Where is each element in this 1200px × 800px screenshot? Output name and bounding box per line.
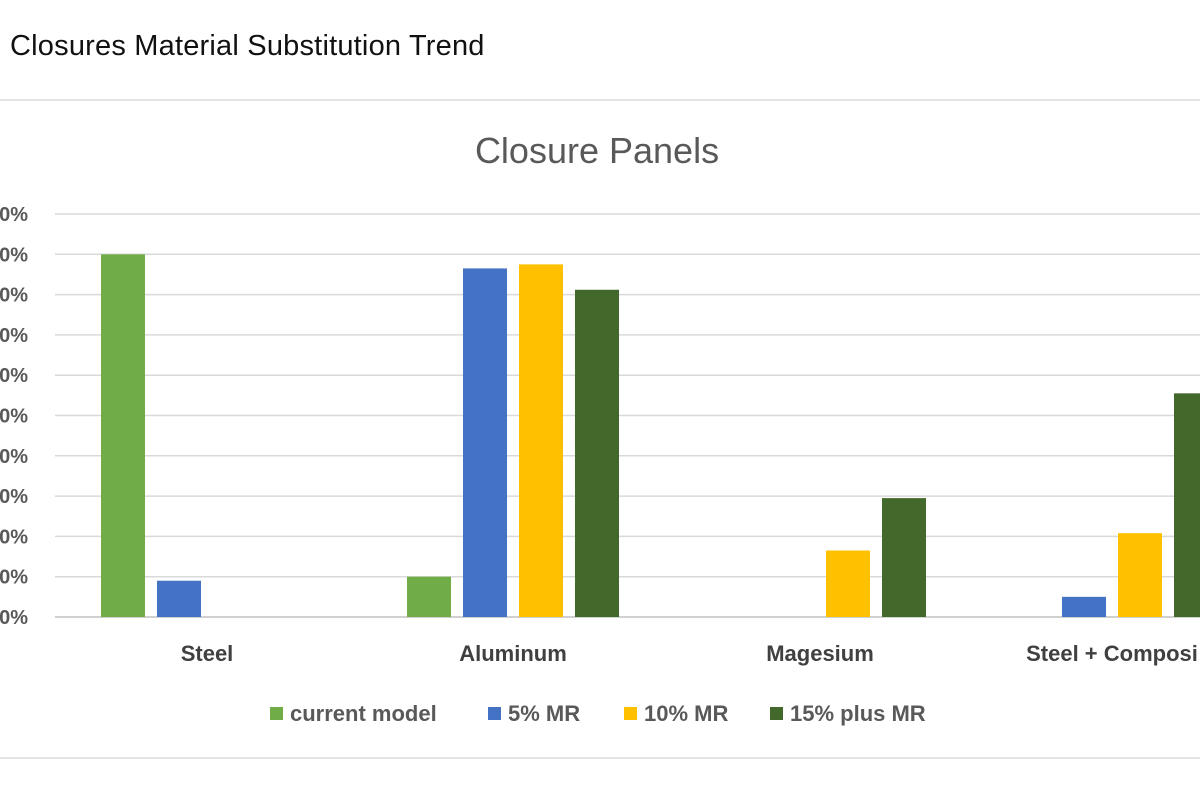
legend-label: 15% plus MR [790, 701, 926, 726]
category-label: Magesium [766, 641, 874, 666]
bar-10-mr-aluminum [519, 264, 563, 617]
bar-5-mr-steel [157, 580, 201, 617]
bar-5-mr-steel-composi [1062, 596, 1106, 617]
y-tick-label: 0% [0, 406, 28, 428]
legend-label: 5% MR [508, 701, 580, 726]
bar-15-plus-mr-aluminum [575, 289, 619, 617]
y-tick-label: 0% [0, 486, 28, 508]
y-tick-label: 0% [0, 567, 28, 589]
y-tick-label: 0% [0, 244, 28, 266]
y-tick-label: 0% [0, 285, 28, 307]
legend-swatch [624, 707, 637, 720]
bar-5-mr-aluminum [463, 268, 507, 617]
y-tick-label: 0% [0, 204, 28, 226]
legend-item: 5% MR [488, 701, 580, 726]
category-label: Aluminum [459, 641, 567, 666]
legend-item: 10% MR [624, 701, 728, 726]
bar-current-model-steel [101, 254, 145, 618]
y-tick-label: 0% [0, 446, 28, 468]
legend-swatch [270, 707, 283, 720]
legend-swatch [770, 707, 783, 720]
y-tick-label: 0% [0, 325, 28, 347]
bar-15-plus-mr-magesium [882, 498, 926, 617]
gridlines [55, 213, 1200, 618]
bottom-divider [0, 757, 1200, 759]
legend-label: current model [290, 701, 437, 726]
top-divider [0, 99, 1200, 101]
y-tick-label: 0% [0, 607, 28, 629]
category-labels: Steel Aluminum Magesium Steel + Composi [181, 641, 1198, 666]
chart-title: Closure Panels [475, 130, 719, 171]
legend-label: 10% MR [644, 701, 728, 726]
bar-10-mr-magesium [826, 550, 870, 617]
page-title: Closures Material Substitution Trend [10, 30, 485, 62]
category-label: Steel [181, 641, 234, 666]
bar-current-model-aluminum [407, 576, 451, 617]
y-tick-label: 0% [0, 365, 28, 387]
bar-15-plus-mr-steel-composi [1174, 393, 1200, 617]
category-label: Steel + Composi [1026, 641, 1198, 666]
bar-10-mr-steel-composi [1118, 533, 1162, 617]
legend-item: 15% plus MR [770, 701, 926, 726]
legend: current model 5% MR 10% MR 15% plus MR [270, 701, 926, 726]
bars [101, 254, 1200, 618]
y-axis-ticks: 0% 0% 0% 0% 0% 0% 0% 0% 0% 0% 0% [0, 204, 28, 629]
legend-item: current model [270, 701, 437, 726]
y-tick-label: 0% [0, 526, 28, 548]
legend-swatch [488, 707, 501, 720]
